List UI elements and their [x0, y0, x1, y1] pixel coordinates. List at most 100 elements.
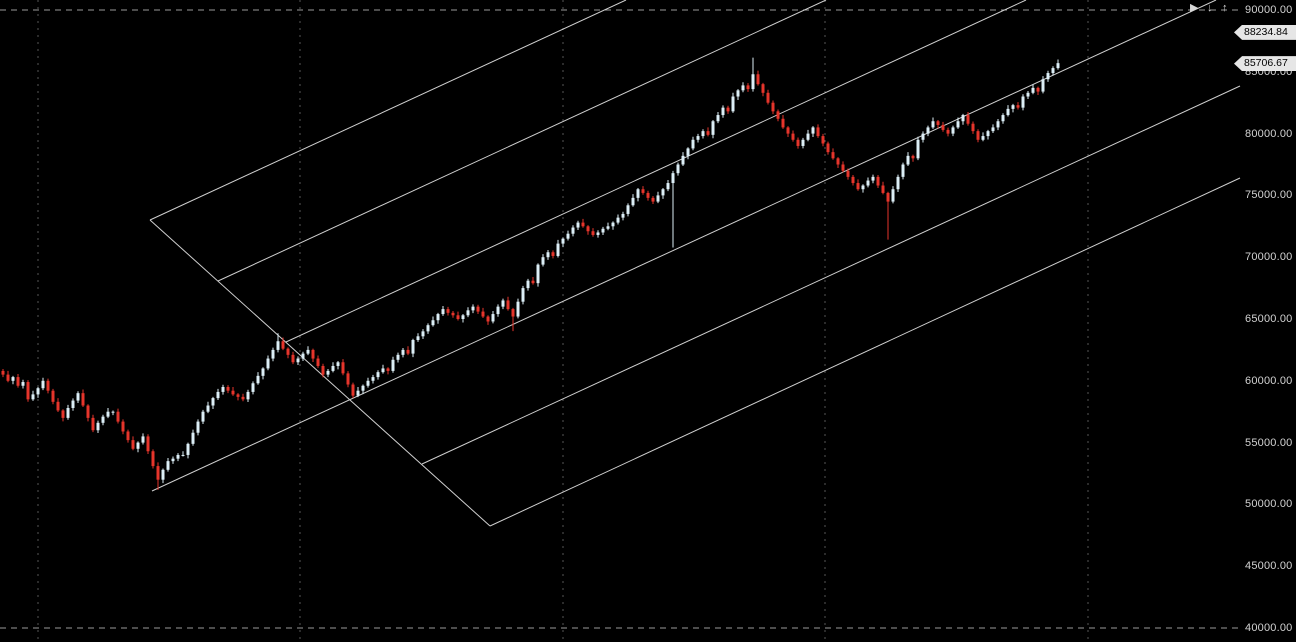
candle [701, 129, 705, 139]
trend-line[interactable] [217, 0, 827, 282]
candle [631, 194, 635, 207]
trend-line[interactable] [151, 0, 1217, 492]
candle [161, 468, 165, 484]
candle [771, 100, 775, 115]
candle [926, 125, 930, 137]
candle [196, 419, 200, 436]
y-axis-label: 60000.00 [1245, 374, 1293, 387]
candle [806, 129, 810, 142]
candle [296, 356, 300, 365]
candle [611, 221, 615, 230]
trend-line[interactable] [489, 177, 1241, 527]
candle [126, 429, 130, 443]
candle [516, 298, 520, 319]
candle [136, 441, 140, 453]
candle [536, 263, 540, 287]
candle [836, 157, 840, 168]
candle [341, 359, 345, 376]
candle [866, 177, 870, 188]
candle [171, 456, 175, 464]
candle [891, 186, 895, 204]
candle [326, 369, 330, 378]
candle [451, 310, 455, 318]
y-axis-label: 50000.00 [1245, 498, 1293, 511]
candle [386, 367, 390, 375]
candle [346, 371, 350, 388]
candle [581, 218, 585, 228]
candle [61, 409, 65, 422]
candle [406, 346, 410, 356]
candle [271, 347, 275, 362]
candle [966, 111, 970, 126]
candle [711, 120, 715, 139]
candle [221, 384, 225, 395]
candle [261, 367, 265, 380]
y-axis-label: 80000.00 [1245, 127, 1293, 140]
candle [746, 83, 750, 92]
y-axis-label: 55000.00 [1245, 436, 1293, 449]
candle [276, 333, 280, 353]
candle [21, 379, 25, 389]
trend-line[interactable] [149, 0, 627, 221]
candle [846, 168, 850, 180]
candle [886, 191, 890, 240]
chart-shift-icon[interactable]: ▶ [1190, 2, 1199, 14]
candle [141, 433, 145, 445]
candle [396, 352, 400, 363]
candle [491, 310, 495, 324]
y-axis-label: 45000.00 [1245, 560, 1293, 573]
candle [721, 105, 725, 118]
candle [36, 386, 40, 398]
candle [796, 137, 800, 149]
candle [691, 136, 695, 151]
grid-lines [0, 0, 1240, 642]
candle [616, 214, 620, 225]
candle [801, 137, 805, 149]
candle [431, 316, 435, 327]
candle [321, 363, 325, 378]
candle [1041, 76, 1045, 94]
candle [241, 393, 245, 402]
candle [66, 404, 70, 420]
price-tag: 85706.67 [1234, 56, 1296, 72]
y-axis-label: 90000.00 [1245, 4, 1293, 16]
candle [666, 179, 670, 192]
candle [6, 370, 10, 383]
candle [371, 374, 375, 384]
candle [26, 380, 30, 402]
candle [661, 187, 665, 199]
candle [541, 254, 545, 267]
candle [916, 136, 920, 161]
trend-line[interactable] [149, 219, 491, 527]
candle [671, 170, 675, 248]
candle [226, 385, 230, 394]
trend-line[interactable] [421, 85, 1241, 465]
candle [446, 306, 450, 316]
candle [481, 307, 485, 319]
candle [51, 388, 55, 405]
candle [881, 181, 885, 195]
candle [381, 364, 385, 374]
candle [571, 225, 575, 237]
candle [681, 152, 685, 166]
candle [461, 314, 465, 323]
candle [1011, 103, 1015, 113]
trend-channel-lines[interactable] [149, 0, 1241, 527]
trend-line[interactable] [285, 0, 1027, 343]
arrow-up-icon[interactable]: ↑ [1222, 2, 1228, 14]
candle [976, 129, 980, 143]
candle [1031, 84, 1035, 95]
candle [726, 105, 730, 114]
candle [101, 414, 105, 426]
candle [716, 111, 720, 124]
candle [311, 348, 315, 363]
candle [511, 307, 515, 332]
candle [356, 386, 360, 398]
candle [351, 382, 355, 399]
candle [186, 442, 190, 459]
candle [506, 296, 510, 311]
candle [1006, 105, 1010, 117]
arrow-down-icon[interactable]: ↓ [1207, 2, 1213, 14]
